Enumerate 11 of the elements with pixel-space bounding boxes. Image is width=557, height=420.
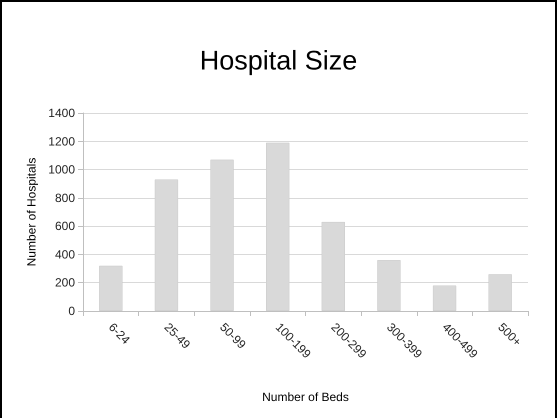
y-tick-label: 200 — [54, 276, 76, 290]
y-axis-title: Number of Hospitals — [24, 158, 38, 266]
y-tick-label: 1400 — [48, 106, 76, 120]
y-tick-label: 400 — [54, 247, 76, 262]
y-tick-label: 800 — [54, 190, 76, 205]
y-tick-label: 1000 — [48, 162, 76, 177]
y-tick-label: 0 — [68, 304, 76, 318]
chart-title: Hospital Size — [200, 46, 358, 76]
y-tick-label: 1200 — [48, 134, 76, 148]
x-axis-title: Number of Beds — [262, 390, 349, 404]
y-tick-label: 600 — [54, 219, 76, 234]
